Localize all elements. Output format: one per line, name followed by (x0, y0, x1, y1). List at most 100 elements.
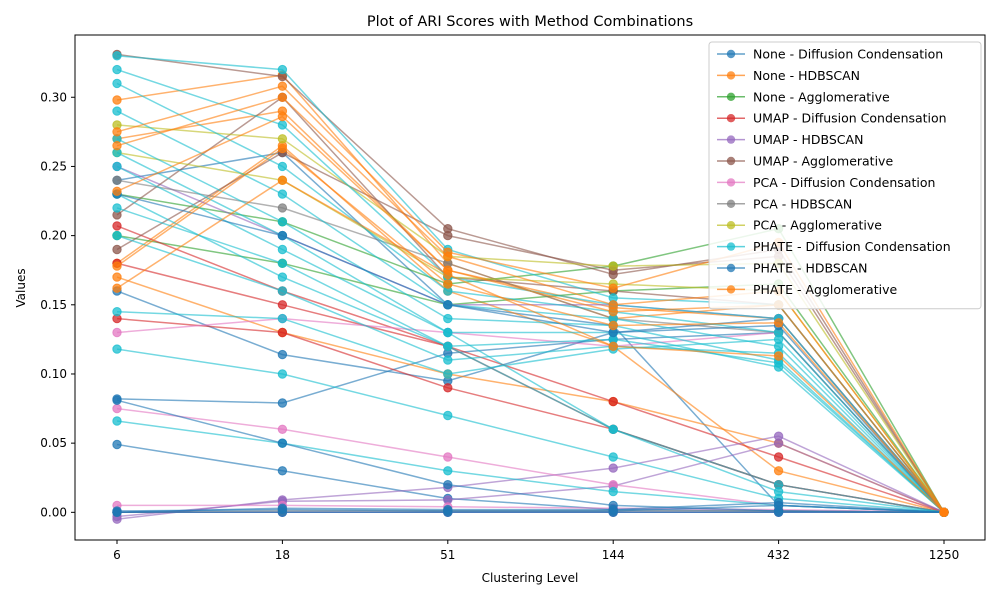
series-line (116, 442, 945, 518)
data-point (112, 327, 122, 338)
legend-item: PHATE - HDBSCAN (717, 261, 867, 276)
data-point (443, 383, 453, 393)
legend: None - Diffusion Condensation None - HDBS… (708, 41, 982, 310)
legend-item: PCA - Agglomerative (717, 218, 882, 233)
series-line (116, 504, 945, 514)
series-10 (112, 189, 949, 517)
data-point (773, 486, 784, 497)
legend-marker (726, 49, 736, 59)
x-tick-label: 6 (113, 548, 121, 562)
y-tick-label: 0.00 (40, 505, 67, 519)
x-tick-label: 1250 (929, 548, 960, 562)
data-point (277, 203, 288, 213)
data-point (277, 230, 288, 241)
data-point (443, 279, 453, 289)
data-point (773, 318, 784, 328)
data-point (277, 349, 288, 360)
data-point (112, 95, 122, 105)
data-point (112, 51, 122, 61)
legend-marker (726, 92, 736, 102)
data-point (112, 283, 122, 293)
data-point (277, 398, 288, 408)
series-line (116, 96, 945, 513)
legend-label: PHATE - HDBSCAN (753, 261, 867, 276)
legend-label: UMAP - Diffusion Condensation (753, 111, 947, 126)
series-line (116, 82, 945, 513)
data-point (277, 327, 288, 338)
data-point (112, 221, 122, 231)
data-point (773, 334, 784, 345)
data-point (277, 120, 288, 130)
data-point (112, 307, 122, 317)
series-lines (112, 49, 949, 524)
data-point (112, 175, 122, 186)
data-point (277, 92, 288, 103)
data-point (277, 81, 288, 91)
legend-label: None - Agglomerative (753, 89, 890, 104)
data-point (277, 161, 288, 172)
data-point (277, 258, 288, 268)
data-point (112, 230, 122, 241)
data-point (608, 500, 618, 511)
series-line (116, 234, 945, 513)
data-point (277, 466, 288, 476)
data-point (112, 507, 122, 517)
series-line (117, 504, 945, 514)
legend-marker (726, 242, 736, 251)
y-tick-label: 0.30 (40, 90, 67, 104)
data-point (112, 395, 122, 405)
legend-label: PCA - Agglomerative (753, 218, 882, 233)
data-point (608, 320, 618, 331)
data-point (443, 341, 453, 351)
data-point (277, 175, 288, 186)
legend-marker (726, 285, 736, 294)
series-line (116, 147, 945, 513)
series-line (116, 138, 945, 513)
series-line (116, 179, 945, 513)
data-point (277, 64, 288, 75)
data-point (277, 300, 288, 310)
legend-marker (726, 135, 736, 144)
series-line (116, 348, 945, 514)
data-point (443, 466, 453, 476)
data-point (773, 466, 784, 476)
series-line (116, 399, 945, 514)
series-line (116, 331, 945, 513)
data-point (112, 403, 122, 414)
series-line (116, 115, 945, 513)
data-point (443, 355, 453, 365)
y-tick-label: 0.15 (40, 298, 67, 312)
data-point (277, 424, 288, 434)
data-point (443, 251, 453, 262)
legend-label: UMAP - Agglomerative (753, 154, 893, 169)
legend-label: None - HDBSCAN (753, 68, 860, 83)
data-point (443, 410, 453, 421)
data-point (773, 506, 784, 516)
data-point (773, 351, 784, 361)
data-point (443, 504, 453, 515)
data-point (443, 452, 453, 462)
data-point (277, 272, 288, 282)
series-11 (112, 81, 949, 517)
y-axis: 0.00 0.05 0.10 0.15 0.20 0.25 0.30 (40, 90, 75, 519)
data-point (277, 189, 288, 199)
data-point (112, 203, 122, 213)
data-point (277, 111, 288, 122)
data-point (277, 286, 288, 296)
data-point (112, 261, 122, 271)
data-point (443, 269, 453, 280)
series-line (116, 310, 945, 513)
legend-item: PCA - Diffusion Condensation (717, 175, 935, 190)
legend-label: PCA - HDBSCAN (753, 196, 852, 211)
legend-label: PHATE - Diffusion Condensation (753, 239, 951, 254)
data-point (608, 283, 618, 293)
data-point (608, 307, 618, 317)
legend-marker (726, 221, 736, 230)
legend-marker (726, 263, 736, 273)
legend-marker (726, 71, 736, 80)
data-point (608, 486, 618, 497)
series-line (116, 193, 945, 513)
legend-item: UMAP - Agglomerative (717, 154, 893, 169)
data-point (939, 507, 949, 517)
legend-marker (726, 156, 736, 166)
